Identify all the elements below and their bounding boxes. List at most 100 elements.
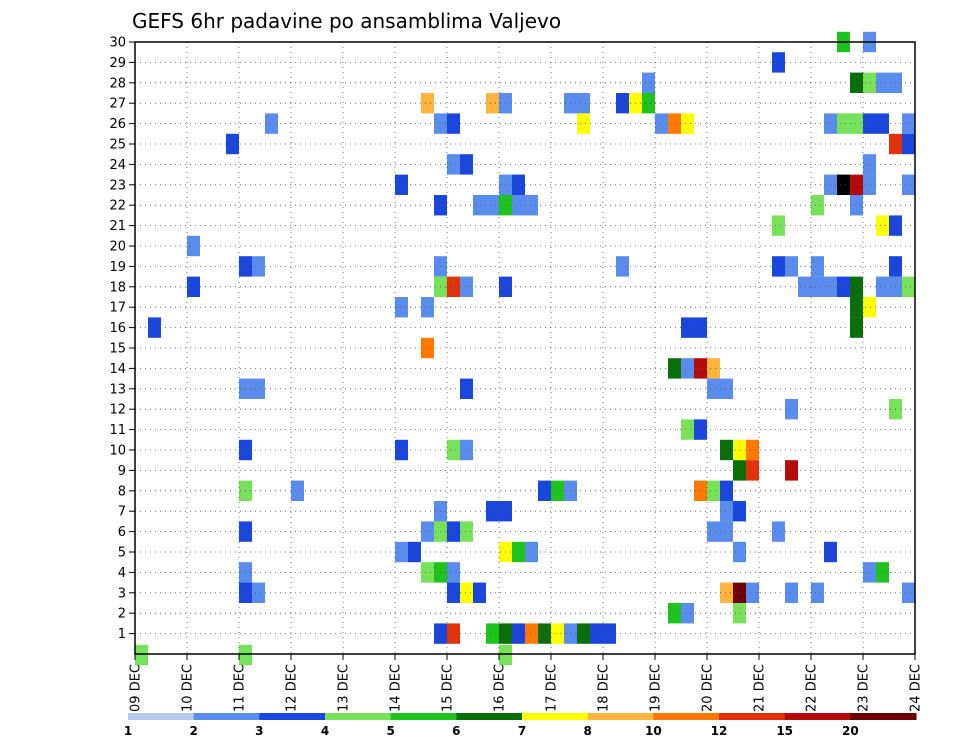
colorbar-label: 4	[321, 724, 329, 738]
precip-cell	[252, 256, 265, 277]
precip-cell	[850, 195, 863, 216]
colorbar-label: 5	[386, 724, 394, 738]
colorbar-swatch	[128, 713, 195, 720]
x-tick-label: 15 DEC	[441, 664, 456, 712]
colorbar-swatch	[850, 713, 917, 720]
precip-cell	[187, 235, 200, 257]
precip-cell	[447, 276, 460, 297]
precip-cell	[850, 72, 863, 93]
x-tick-label: 12 DEC	[285, 664, 300, 712]
y-tick-label: 26	[109, 117, 126, 132]
precip-cell	[252, 378, 265, 399]
precip-cell	[460, 276, 473, 297]
y-tick-label: 15	[109, 342, 126, 357]
precip-cell	[421, 562, 434, 583]
precip-cell	[772, 256, 785, 277]
precip-cell	[577, 93, 590, 114]
precip-cell	[850, 174, 863, 195]
precip-cell	[850, 297, 863, 318]
precip-cell	[720, 501, 733, 522]
precip-cell	[811, 276, 824, 297]
precip-cell	[512, 623, 525, 644]
precip-cell	[473, 195, 486, 216]
y-tick-label: 8	[118, 484, 126, 499]
precip-cell	[460, 521, 473, 542]
y-tick-label: 6	[118, 525, 126, 540]
precip-cell	[902, 174, 915, 195]
precip-cell	[772, 215, 785, 236]
y-tick-label: 10	[109, 444, 126, 459]
y-tick-label: 29	[109, 56, 126, 71]
precip-cell	[525, 195, 538, 216]
colorbar-swatch	[193, 713, 260, 720]
precip-cell	[460, 154, 473, 175]
y-axis-ticks: 1234567891011121314151617181920212223242…	[109, 36, 135, 642]
y-tick-label: 12	[109, 403, 126, 418]
precip-cell	[902, 276, 915, 297]
colorbar-swatch	[522, 713, 589, 720]
precip-cell	[785, 582, 798, 603]
y-tick-label: 7	[118, 505, 126, 520]
precip-cell	[837, 113, 850, 134]
precip-cell	[486, 195, 499, 216]
precip-cell	[642, 72, 655, 93]
precip-cell	[642, 93, 655, 114]
y-tick-label: 23	[109, 178, 126, 193]
precip-cell	[681, 317, 694, 338]
precip-cell	[447, 562, 460, 583]
precip-cell	[707, 358, 720, 379]
y-tick-label: 2	[118, 607, 126, 622]
precip-cell	[460, 439, 473, 461]
y-tick-label: 16	[109, 321, 126, 336]
y-tick-label: 21	[109, 219, 126, 234]
precip-cell	[538, 623, 551, 644]
precip-cell	[447, 582, 460, 603]
precip-cell	[707, 521, 720, 542]
precip-cell	[447, 439, 460, 461]
precip-cell	[785, 460, 798, 481]
y-tick-label: 20	[109, 240, 126, 255]
precip-cell	[876, 113, 889, 134]
x-tick-label: 09 DEC	[129, 664, 144, 712]
colorbar: 1 2 3 4 5 6 7 8 10 12 15 20	[124, 713, 917, 738]
y-tick-label: 13	[109, 382, 126, 397]
colorbar-label: 1	[124, 724, 132, 738]
y-tick-label: 4	[118, 566, 126, 581]
precip-cell	[850, 113, 863, 134]
precip-cell	[811, 195, 824, 216]
y-tick-label: 9	[118, 464, 126, 479]
precip-cell	[863, 113, 876, 134]
precipitation-cells	[135, 31, 915, 666]
precip-cell	[707, 480, 720, 501]
x-tick-label: 20 DEC	[701, 664, 716, 712]
precip-cell	[421, 297, 434, 318]
precip-cell	[681, 419, 694, 440]
precip-cell	[746, 439, 759, 461]
precip-cell	[902, 133, 915, 155]
precip-cell	[577, 623, 590, 644]
precip-cell	[707, 378, 720, 399]
chart-title: GEFS 6hr padavine po ansamblima Valjevo	[132, 9, 561, 33]
precip-cell	[863, 154, 876, 175]
y-tick-label: 19	[109, 260, 126, 275]
precip-cell	[265, 113, 278, 134]
precip-cell	[863, 72, 876, 93]
precip-cell	[798, 276, 811, 297]
y-tick-label: 30	[109, 36, 126, 51]
colorbar-swatch	[390, 713, 457, 720]
colorbar-label: 6	[452, 724, 460, 738]
y-tick-label: 11	[109, 423, 126, 438]
precip-cell	[239, 644, 252, 666]
precip-cell	[811, 582, 824, 603]
precip-cell	[590, 623, 603, 644]
y-tick-label: 5	[118, 546, 126, 561]
precip-cell	[187, 276, 200, 297]
precip-cell	[486, 501, 499, 522]
colorbar-swatch	[653, 713, 720, 720]
precip-cell	[733, 582, 746, 603]
precip-cell	[668, 603, 681, 624]
y-tick-label: 25	[109, 138, 126, 153]
precip-cell	[447, 521, 460, 542]
precip-cell	[525, 541, 538, 563]
precip-cell	[499, 644, 512, 666]
